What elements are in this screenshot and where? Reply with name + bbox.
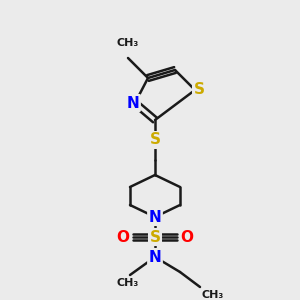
Text: O: O (116, 230, 130, 244)
Text: O: O (181, 230, 194, 244)
Text: S: S (194, 82, 205, 98)
Text: S: S (149, 133, 161, 148)
Text: CH₃: CH₃ (117, 38, 139, 48)
Text: CH₃: CH₃ (202, 290, 224, 300)
Text: CH₃: CH₃ (117, 278, 139, 288)
Text: S: S (149, 230, 161, 244)
Text: N: N (148, 209, 161, 224)
Text: N: N (127, 95, 140, 110)
Text: N: N (148, 250, 161, 265)
